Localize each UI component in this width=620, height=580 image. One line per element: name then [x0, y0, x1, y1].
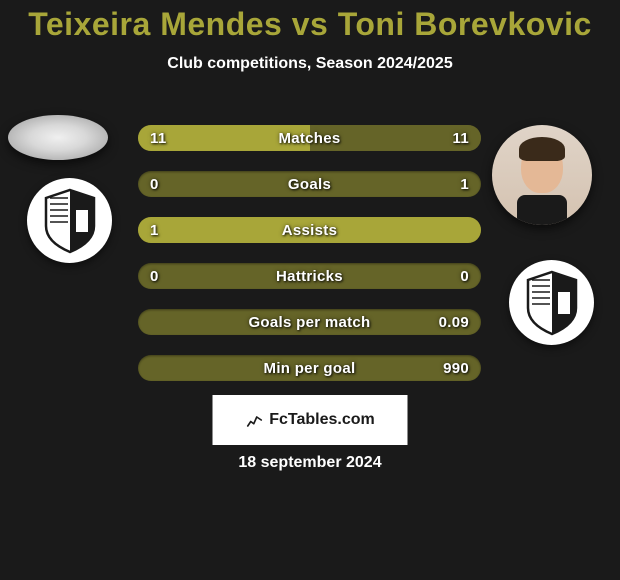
stat-row: Goals per match0.09	[138, 309, 481, 335]
attribution-badge: FcTables.com	[213, 395, 408, 445]
player-left-avatar	[8, 115, 108, 160]
stat-row: Min per goal990	[138, 355, 481, 381]
stat-row: 0Hattricks0	[138, 263, 481, 289]
chart-icon	[245, 411, 263, 429]
stat-row: 11Matches11	[138, 125, 481, 151]
player-right-club-crest	[509, 260, 594, 345]
stat-row: 1Assists	[138, 217, 481, 243]
stat-row: 0Goals1	[138, 171, 481, 197]
date-text: 18 september 2024	[0, 454, 620, 472]
player-left-club-crest	[27, 178, 112, 263]
page-title: Teixeira Mendes vs Toni Borevkovic	[0, 0, 620, 43]
stats-bars: 11Matches11 0Goals1 1Assists 0Hattricks0 Goa…	[138, 125, 481, 401]
attribution-text: FcTables.com	[269, 411, 375, 429]
player-right-avatar	[492, 125, 592, 225]
subtitle: Club competitions, Season 2024/2025	[0, 55, 620, 73]
